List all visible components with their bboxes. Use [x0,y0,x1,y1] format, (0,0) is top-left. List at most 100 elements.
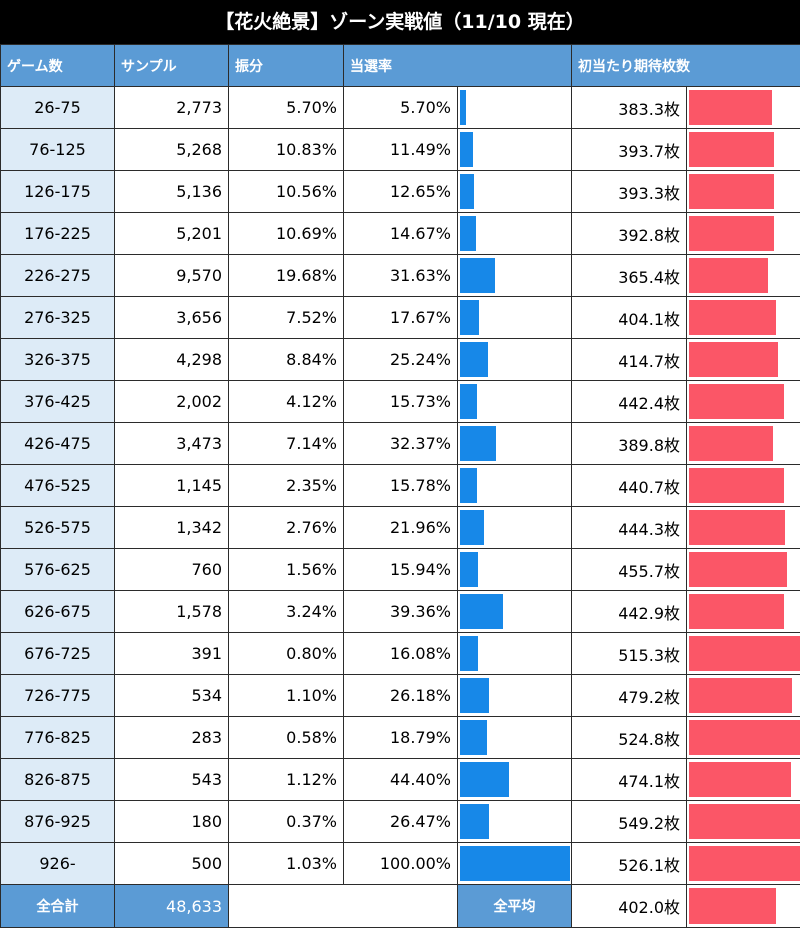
coins-bar-cell [687,297,800,339]
rate-bar-cell [458,801,572,843]
header-share: 振分 [229,45,344,87]
rate-bar-cell [458,633,572,675]
share-cell: 10.56% [229,171,344,213]
coins-bar-cell [687,717,800,759]
sample-cell: 5,268 [115,129,229,171]
rate-bar-cell [458,87,572,129]
share-cell: 1.03% [229,843,344,885]
rate-cell: 100.00% [344,843,458,885]
sample-cell: 2,773 [115,87,229,129]
coins-bar [689,510,785,545]
coins-bar-cell [687,465,800,507]
coins-cell: 442.9枚 [572,591,687,633]
rate-bar [460,258,495,293]
coins-bar-cell [687,591,800,633]
coins-bar-cell [687,549,800,591]
rate-bar [460,510,484,545]
coins-cell: 455.7枚 [572,549,687,591]
coins-cell: 393.3枚 [572,171,687,213]
share-cell: 7.52% [229,297,344,339]
zone-cell: 526-575 [1,507,115,549]
zone-cell: 726-775 [1,675,115,717]
coins-cell: 444.3枚 [572,507,687,549]
share-cell: 19.68% [229,255,344,297]
rate-cell: 14.67% [344,213,458,255]
rate-bar-cell [458,717,572,759]
rate-cell: 16.08% [344,633,458,675]
share-cell: 0.37% [229,801,344,843]
rate-cell: 44.40% [344,759,458,801]
coins-bar-cell [687,633,800,675]
rate-cell: 15.73% [344,381,458,423]
rate-bar [460,132,473,167]
share-cell: 10.83% [229,129,344,171]
rate-bar [460,720,487,755]
coins-cell: 549.2枚 [572,801,687,843]
share-cell: 1.56% [229,549,344,591]
share-cell: 1.12% [229,759,344,801]
coins-cell: 524.8枚 [572,717,687,759]
total-label: 全合計 [1,885,115,928]
sample-cell: 1,342 [115,507,229,549]
zone-cell: 376-425 [1,381,115,423]
rate-bar [460,762,509,797]
share-cell: 1.10% [229,675,344,717]
zone-cell: 626-675 [1,591,115,633]
footer-empty-cell [229,885,458,928]
rate-cell: 17.67% [344,297,458,339]
total-value: 48,633 [115,885,229,928]
coins-bar [689,174,774,209]
rate-cell: 25.24% [344,339,458,381]
header-zone: ゲーム数 [1,45,115,87]
sample-cell: 180 [115,801,229,843]
coins-cell: 440.7枚 [572,465,687,507]
coins-cell: 393.7枚 [572,129,687,171]
rate-cell: 39.36% [344,591,458,633]
rate-bar-cell [458,675,572,717]
rate-bar-cell [458,171,572,213]
zone-cell: 276-325 [1,297,115,339]
rate-bar-cell [458,213,572,255]
header-sample: サンプル [115,45,229,87]
coins-bar [689,678,792,713]
sample-cell: 391 [115,633,229,675]
rate-bar [460,426,496,461]
coins-bar-cell [687,843,800,885]
zone-cell: 826-875 [1,759,115,801]
coins-cell: 404.1枚 [572,297,687,339]
rate-bar-cell [458,507,572,549]
rate-bar-cell [458,381,572,423]
rate-bar [460,552,478,587]
coins-bar [689,636,800,671]
coins-bar-cell [687,423,800,465]
sample-cell: 2,002 [115,381,229,423]
share-cell: 2.35% [229,465,344,507]
rate-bar-cell [458,843,572,885]
coins-bar [689,342,778,377]
rate-bar [460,216,476,251]
rate-bar [460,636,478,671]
share-cell: 5.70% [229,87,344,129]
coins-bar-cell [687,507,800,549]
sample-cell: 543 [115,759,229,801]
rate-bar [460,468,477,503]
zone-cell: 776-825 [1,717,115,759]
rate-bar [460,384,477,419]
page-title: 【花火絶景】ゾーン実戦値（11/10 現在） [0,0,800,44]
coins-bar-cell [687,87,800,129]
coins-bar-cell [687,339,800,381]
sample-cell: 3,656 [115,297,229,339]
rate-bar-cell [458,759,572,801]
rate-bar [460,804,489,839]
share-cell: 0.80% [229,633,344,675]
coins-cell: 392.8枚 [572,213,687,255]
coins-bar-cell [687,675,800,717]
